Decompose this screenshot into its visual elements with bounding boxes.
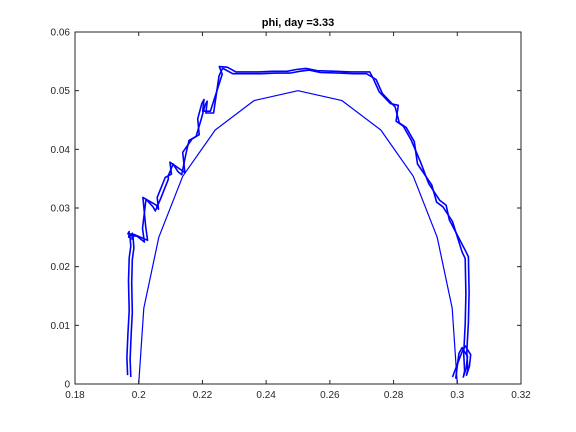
y-tick-label: 0.04 (51, 145, 71, 156)
series-line-0 (138, 90, 458, 385)
series-layer (126, 65, 472, 385)
axes-layer: 0.18 0.2 0.22 0.24 0.26 0.28 0.3 0.32 0 0.01 0.02 0… (51, 28, 532, 402)
x-tick-label: 0.22 (193, 390, 213, 401)
x-tick-label: 0.28 (384, 390, 404, 401)
x-tick-label: 0.2 (132, 390, 146, 401)
y-tick-label: 0.06 (51, 28, 71, 39)
y-tick-label: 0.02 (51, 262, 71, 273)
series-line-2 (129, 67, 469, 379)
x-tick-label: 0.24 (256, 390, 276, 401)
y-tick-label: 0.03 (51, 204, 71, 215)
y-tick-label: 0 (64, 380, 70, 391)
x-tick-label: 0.26 (320, 390, 340, 401)
x-tick-label: 0.3 (450, 390, 464, 401)
x-tick-label: 0.32 (511, 390, 531, 401)
x-tick-label: 0.18 (65, 390, 85, 401)
y-tick-label: 0.05 (51, 86, 71, 97)
chart-title: phi, day =3.33 (262, 17, 334, 29)
y-tick-label: 0.01 (51, 321, 71, 332)
